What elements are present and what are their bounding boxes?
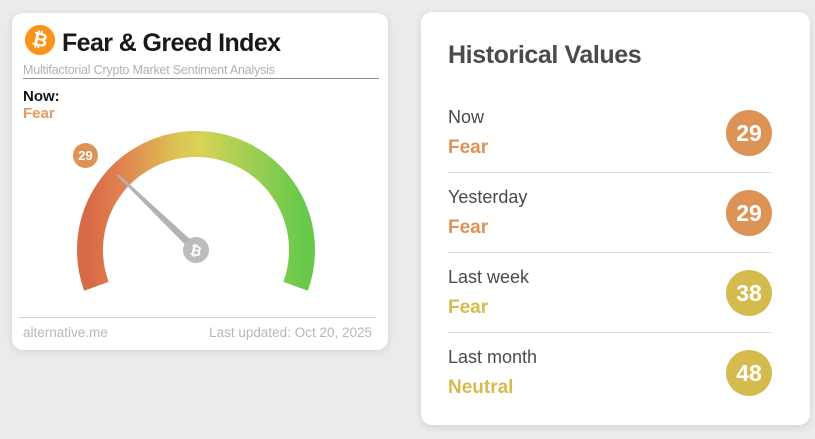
value-badge: 29 [726,190,772,236]
now-label: Now: [23,88,60,105]
period-label: Now [448,107,485,127]
period-label: Yesterday [448,187,528,207]
history-row-last-week: Last week Fear 38 [448,252,772,332]
historical-values-title: Historical Values [448,41,642,69]
sentiment-label: Neutral [448,377,514,398]
source-link[interactable]: alternative.me [23,325,108,340]
period-label: Last month [448,347,538,367]
gauge-arc [77,131,315,291]
history-row-yesterday: Yesterday Fear 29 [448,172,772,252]
now-sentiment: Fear [23,105,55,122]
sentiment-label: Fear [448,217,489,238]
value-badge: 29 [726,110,772,156]
gauge-needle [117,174,199,253]
index-card-subtitle: Multifactorial Crypto Market Sentiment A… [23,63,275,77]
fear-greed-index-card: ₿ Fear & Greed Index Multifactorial Cryp… [12,13,388,350]
bitcoin-icon: ₿ [25,25,55,55]
index-card-title: Fear & Greed Index [62,29,281,57]
gauge-chart: ₿ [77,131,315,291]
historical-values-list: Now Fear 29 Yesterday Fear 29 Last week … [448,93,772,412]
footer-divider [19,317,376,318]
header-divider [23,78,379,79]
gauge-value-badge: 29 [73,143,98,168]
last-updated-label: Last updated: Oct 20, 2025 [209,325,372,340]
historical-values-card: Historical Values Now Fear 29 Yesterday … [421,12,810,425]
sentiment-label: Fear [448,297,489,318]
period-label: Last week [448,267,530,287]
value-badge: 38 [726,270,772,316]
value-badge: 48 [726,350,772,396]
gauge-hub-bitcoin-icon: ₿ [189,241,204,259]
history-row-now: Now Fear 29 [448,93,772,172]
sentiment-label: Fear [448,137,489,158]
gauge-hub [183,237,209,263]
history-row-last-month: Last month Neutral 48 [448,332,772,412]
